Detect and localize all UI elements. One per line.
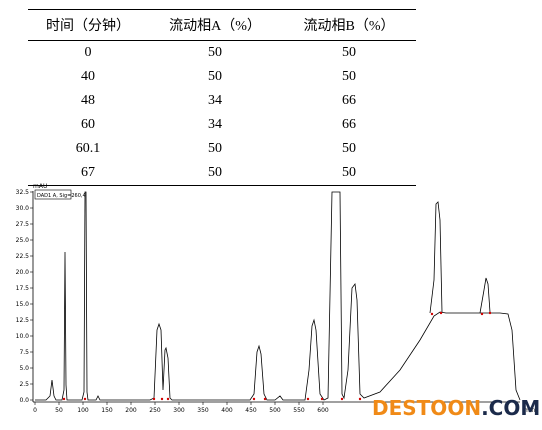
x-tick-label: 550 bbox=[293, 407, 305, 414]
integration-marker bbox=[167, 398, 169, 400]
x-tick-label: 500 bbox=[269, 407, 281, 414]
chromatogram: mAU DAD1 A, Sig=260,4 0.0 2.5 5.0 7.5 10… bbox=[0, 180, 542, 430]
y-tick-label: 32.5 bbox=[16, 189, 30, 196]
x-tick-label: 350 bbox=[197, 407, 209, 414]
cell-b: 66 bbox=[282, 113, 416, 137]
y-tick-label: 20.0 bbox=[16, 269, 30, 276]
chromatogram-peak bbox=[480, 278, 490, 313]
x-tick-label: 400 bbox=[221, 407, 233, 414]
table-row: 60.1 50 50 bbox=[28, 137, 416, 161]
watermark-part1: DESTOON bbox=[372, 396, 481, 420]
integration-marker bbox=[341, 398, 343, 400]
y-tick-label: 10.0 bbox=[16, 333, 30, 340]
chromatogram-peak bbox=[430, 202, 442, 313]
cell-a: 50 bbox=[148, 137, 282, 161]
integration-marker bbox=[321, 398, 323, 400]
x-tick-label: 0 bbox=[33, 407, 37, 414]
cell-a: 34 bbox=[148, 113, 282, 137]
integration-marker bbox=[153, 398, 155, 400]
table-row: 0 50 50 bbox=[28, 41, 416, 66]
legend-label: DAD1 A, Sig=260,4 bbox=[37, 193, 86, 199]
watermark-part2: .COM bbox=[481, 396, 540, 420]
table-row: 48 34 66 bbox=[28, 89, 416, 113]
header-time: 时间（分钟） bbox=[28, 10, 148, 41]
header-mobile-phase-b: 流动相B（%） bbox=[282, 10, 416, 41]
y-tick-label: 12.5 bbox=[16, 317, 30, 324]
header-mobile-phase-a: 流动相A（%） bbox=[148, 10, 282, 41]
cell-a: 34 bbox=[148, 89, 282, 113]
y-ticks: 0.0 2.5 5.0 7.5 10.0 12.5 15.0 17.5 20.0… bbox=[16, 189, 33, 404]
watermark: DESTOON.COM bbox=[372, 396, 540, 420]
integration-marker bbox=[84, 398, 86, 400]
integration-marker bbox=[481, 313, 483, 315]
cell-b: 66 bbox=[282, 89, 416, 113]
y-tick-label: 25.0 bbox=[16, 237, 30, 244]
integration-marker bbox=[63, 398, 65, 400]
y-tick-label: 2.5 bbox=[19, 381, 29, 388]
cell-b: 50 bbox=[282, 137, 416, 161]
integration-marker bbox=[359, 398, 361, 400]
gradient-table: 时间（分钟） 流动相A（%） 流动相B（%） 0 50 50 40 50 50 … bbox=[28, 9, 416, 186]
x-tick-label: 600 bbox=[317, 407, 329, 414]
y-unit-label: mAU bbox=[33, 183, 47, 190]
table-header-row: 时间（分钟） 流动相A（%） 流动相B（%） bbox=[28, 10, 416, 41]
y-tick-label: 22.5 bbox=[16, 253, 30, 260]
cell-a: 50 bbox=[148, 65, 282, 89]
cell-time: 0 bbox=[28, 41, 148, 66]
cell-time: 60.1 bbox=[28, 137, 148, 161]
x-tick-label: 50 bbox=[55, 407, 63, 414]
cell-time: 60 bbox=[28, 113, 148, 137]
cell-time: 40 bbox=[28, 65, 148, 89]
integration-marker bbox=[440, 312, 442, 314]
integration-marker bbox=[161, 398, 163, 400]
x-tick-label: 450 bbox=[245, 407, 257, 414]
integration-marker bbox=[431, 313, 433, 315]
x-ticks: 0 50 100 150 200 250 300 350 400 450 500… bbox=[33, 402, 329, 414]
cell-a: 50 bbox=[148, 41, 282, 66]
cell-time: 48 bbox=[28, 89, 148, 113]
chromatogram-trace bbox=[35, 192, 520, 400]
integration-marker bbox=[264, 398, 266, 400]
y-tick-label: 27.5 bbox=[16, 221, 30, 228]
y-tick-label: 15.0 bbox=[16, 301, 30, 308]
y-tick-label: 17.5 bbox=[16, 285, 30, 292]
y-tick-label: 5.0 bbox=[19, 365, 29, 372]
table-row: 60 34 66 bbox=[28, 113, 416, 137]
x-tick-label: 200 bbox=[125, 407, 137, 414]
y-tick-label: 7.5 bbox=[19, 349, 29, 356]
y-tick-label: 30.0 bbox=[16, 205, 30, 212]
x-tick-label: 150 bbox=[101, 407, 113, 414]
cell-b: 50 bbox=[282, 41, 416, 66]
x-tick-label: 250 bbox=[149, 407, 161, 414]
integration-marker bbox=[307, 398, 309, 400]
integration-markers bbox=[63, 312, 491, 400]
integration-marker bbox=[253, 398, 255, 400]
x-tick-label: 300 bbox=[173, 407, 185, 414]
cell-b: 50 bbox=[282, 65, 416, 89]
y-tick-label: 0.0 bbox=[19, 397, 29, 404]
table-row: 40 50 50 bbox=[28, 65, 416, 89]
x-tick-label: 100 bbox=[77, 407, 89, 414]
integration-marker bbox=[489, 312, 491, 314]
